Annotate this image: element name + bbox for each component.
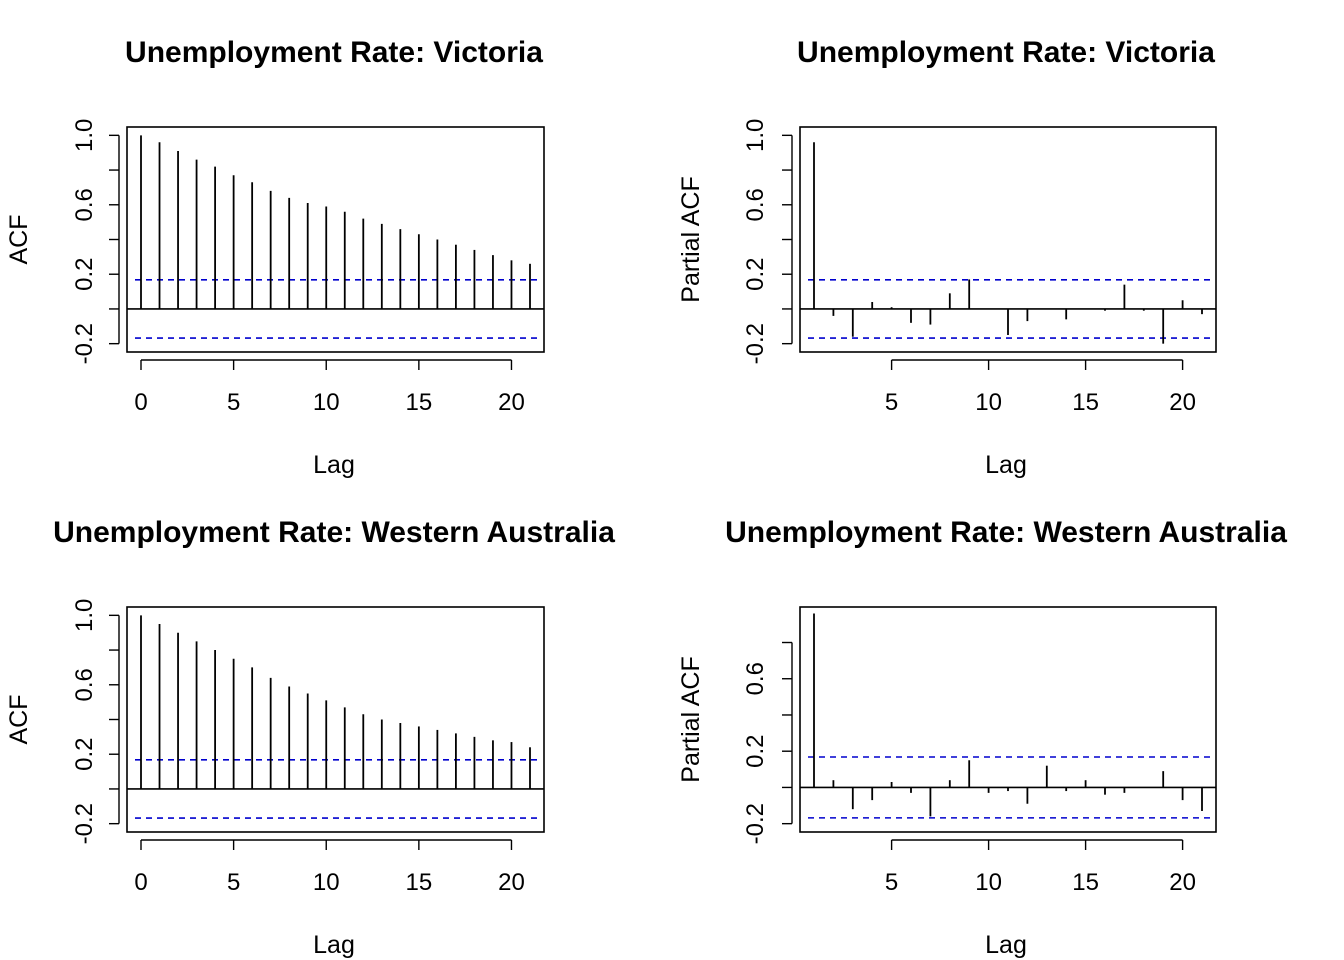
y-tick-label: 0.2 — [71, 258, 98, 291]
y-axis-label: ACF — [5, 695, 33, 745]
y-tick-label: 0.2 — [742, 735, 769, 768]
y-tick-label: 1.0 — [71, 599, 98, 632]
plot-frame — [799, 126, 1217, 353]
y-tick-label: 0.6 — [71, 668, 98, 701]
chart-title: Unemployment Rate: Western Australia — [725, 516, 1287, 549]
x-tick-label: 0 — [134, 389, 147, 416]
y-tick-label: -0.2 — [71, 803, 98, 844]
x-tick-label: 5 — [885, 389, 898, 416]
x-tick-label: 5 — [885, 869, 898, 896]
x-tick-label: 20 — [498, 389, 525, 416]
chart-panel-2: Unemployment Rate: Victoria 5 10 15 20 -0.2 0.… — [677, 36, 1217, 479]
y-tick-label: 0.2 — [71, 738, 98, 771]
x-tick-label: 20 — [1169, 389, 1196, 416]
x-tick-label: 15 — [1072, 869, 1099, 896]
x-tick-label: 5 — [227, 869, 240, 896]
x-tick-label: 20 — [1169, 869, 1196, 896]
chart-title: Unemployment Rate: Victoria — [125, 36, 543, 69]
y-tick-label: -0.2 — [742, 323, 769, 364]
x-tick-label: 10 — [313, 869, 340, 896]
plot-frame — [126, 606, 545, 833]
x-axis-label: Lag — [985, 451, 1027, 479]
chart-panel-1: Unemployment Rate: Victoria 0 5 10 15 20 -0.2 0… — [5, 36, 545, 479]
y-tick-label: -0.2 — [742, 803, 769, 844]
plot-frame — [799, 606, 1217, 833]
y-axis-label: Partial ACF — [677, 656, 705, 782]
y-axis-label: ACF — [5, 215, 33, 265]
y-tick-label: 0.6 — [742, 188, 769, 221]
y-tick-label: 0.6 — [742, 662, 769, 695]
x-tick-label: 15 — [406, 869, 433, 896]
chart-panel-3: Unemployment Rate: Western Australia 0 5 10… — [5, 516, 615, 959]
plot-frame — [126, 126, 545, 353]
y-tick-label: 0.6 — [71, 188, 98, 221]
x-tick-label: 5 — [227, 389, 240, 416]
x-axis-label: Lag — [313, 931, 355, 959]
x-axis-label: Lag — [313, 451, 355, 479]
chart-panel-4: Unemployment Rate: Western Australia 5 10 1… — [677, 516, 1287, 959]
y-tick-label: 1.0 — [71, 119, 98, 152]
y-axis-label: Partial ACF — [677, 176, 705, 302]
x-tick-label: 10 — [313, 389, 340, 416]
chart-title: Unemployment Rate: Victoria — [797, 36, 1215, 69]
x-axis-label: Lag — [985, 931, 1027, 959]
x-tick-label: 15 — [1072, 389, 1099, 416]
y-tick-label: -0.2 — [71, 323, 98, 364]
x-tick-label: 10 — [975, 869, 1002, 896]
y-tick-label: 1.0 — [742, 119, 769, 152]
x-tick-label: 0 — [134, 869, 147, 896]
x-tick-label: 20 — [498, 869, 525, 896]
x-tick-label: 15 — [406, 389, 433, 416]
chart-title: Unemployment Rate: Western Australia — [53, 516, 615, 549]
x-tick-label: 10 — [975, 389, 1002, 416]
y-tick-label: 0.2 — [742, 258, 769, 291]
